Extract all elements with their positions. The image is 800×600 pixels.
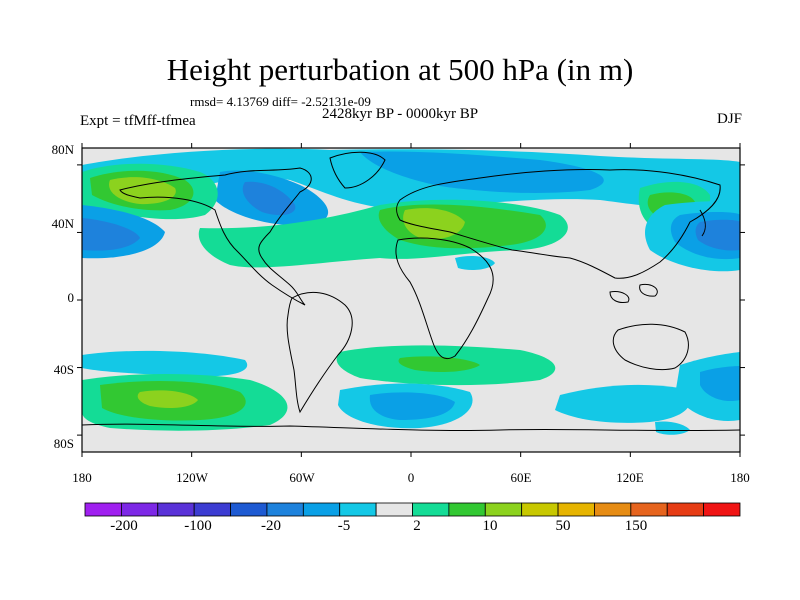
contour-darkblue-epacific xyxy=(695,219,740,251)
contour-darkblue-wpacific-west xyxy=(82,218,140,251)
rmsd-stats: rmsd= 4.13769 diff= -2.52131e-09 xyxy=(190,94,371,109)
colorbar-swatch xyxy=(666,502,705,517)
colorbar-swatch xyxy=(484,502,523,517)
colorbar-label: -100 xyxy=(184,518,212,534)
season-label: DJF xyxy=(716,111,742,127)
contour-midblue-southern-east xyxy=(700,366,740,402)
lat-label: 40S xyxy=(53,362,74,377)
contour-blue-arctic xyxy=(360,151,604,193)
coast-maritime-islands xyxy=(609,283,658,303)
coast-south-america xyxy=(286,291,353,414)
colorbar-swatch xyxy=(703,502,741,517)
colorbar-swatch xyxy=(266,502,304,517)
experiment-label: Expt = tfMff-tfmea xyxy=(80,113,196,129)
contour-light-blue-north xyxy=(82,148,740,210)
colorbar-swatch xyxy=(339,502,377,517)
coast-australia xyxy=(612,323,689,371)
contour-yellowgreen-spacific xyxy=(137,390,198,408)
coast-north-america xyxy=(119,167,312,306)
coast-japan xyxy=(699,209,706,237)
lat-label: 0 xyxy=(67,290,75,305)
colorbar-label: 10 xyxy=(482,518,498,534)
colorbar-swatch xyxy=(448,502,486,517)
colorbar-label: -5 xyxy=(337,518,351,534)
colorbar-label: 2 xyxy=(413,518,421,534)
lon-label: 60E xyxy=(510,470,532,485)
lon-label: 180 xyxy=(730,470,750,485)
colorbar-swatch xyxy=(412,502,450,517)
lon-label: 120W xyxy=(176,470,208,485)
coastlines xyxy=(82,151,740,432)
lat-label: 80S xyxy=(53,436,74,451)
colorbar-swatch xyxy=(630,502,668,517)
contour-blue-spacific xyxy=(82,350,248,377)
colorbar-label: 150 xyxy=(624,518,648,534)
colorbar-swatch xyxy=(157,502,195,517)
coast-europe-asia xyxy=(396,168,721,279)
colorbar-swatch xyxy=(302,502,341,517)
colorbar-swatch xyxy=(375,502,413,517)
contour-blue-southern-australia xyxy=(555,384,690,423)
lat-label: 40N xyxy=(51,216,74,231)
coast-antarctica xyxy=(82,423,740,432)
colorbar-swatch xyxy=(84,502,122,517)
axis-ticks xyxy=(77,143,745,457)
contour-lightgreen-satlantic xyxy=(398,356,480,373)
contour-light-tasman xyxy=(655,421,690,435)
coast-greenland xyxy=(329,151,386,189)
colorbar-swatch xyxy=(594,502,632,517)
colorbar-swatch xyxy=(557,502,595,517)
colorbar-label: -200 xyxy=(110,518,138,534)
colorbar-swatch xyxy=(120,502,159,517)
lat-label: 80N xyxy=(51,142,74,157)
colorbar-label: -20 xyxy=(261,518,281,534)
lon-label: 120E xyxy=(616,470,644,485)
colorbar-swatch xyxy=(193,502,231,517)
map-title: Height perturbation at 500 hPa (in m) xyxy=(166,52,634,87)
lon-label: 0 xyxy=(407,470,415,485)
coast-africa xyxy=(395,237,494,360)
lon-label: 60W xyxy=(289,470,315,485)
contour-darkblue-canada xyxy=(242,181,296,216)
colorbar-swatch xyxy=(521,502,559,517)
contour-midblue-southern-indian xyxy=(369,392,455,420)
period-label: 2428kyr BP - 0000kyr BP xyxy=(322,106,479,122)
lon-label: 180 xyxy=(72,470,92,485)
colorbar-label: 50 xyxy=(555,518,571,534)
colorbar-swatch xyxy=(230,502,268,517)
